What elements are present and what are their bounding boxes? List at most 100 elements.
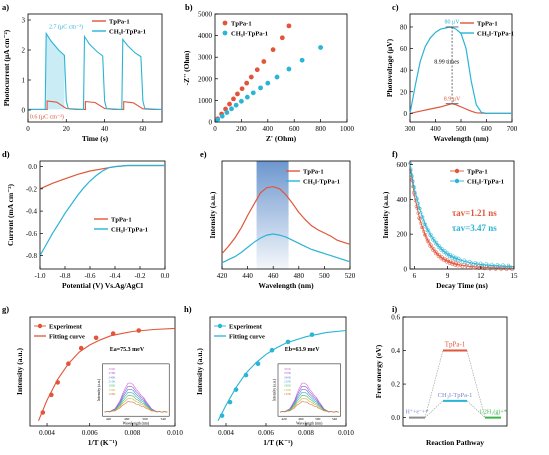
chart-a-ytick-label: 2 — [22, 47, 26, 55]
chart-f-fit-tppa — [409, 164, 515, 269]
chart-d-xtick-label: -0.2 — [134, 272, 146, 280]
chart-b-ytick-label: 5000 — [198, 11, 213, 19]
chart-b-point-ch3i — [229, 106, 234, 112]
chart-b-point-tppa — [270, 47, 276, 53]
chart-g-inset-legend-label: 240K — [109, 375, 117, 379]
chart-a-xtick-label: 20 — [63, 125, 71, 133]
chart-b-point-tppa — [227, 101, 232, 107]
chart-b-point-tppa — [261, 59, 267, 64]
chart-c-xtick-label: 700 — [507, 125, 518, 133]
chart-i-level-label: H⁺+e⁻+* — [405, 410, 428, 416]
chart-b-ytick-label: 3000 — [198, 54, 213, 62]
chart-f-xtick-label: 15 — [511, 272, 519, 280]
chart-f-point-ch3i — [438, 246, 442, 250]
chart-f-xtick-label: 6 — [413, 272, 417, 280]
chart-b-point-ch3i — [250, 90, 256, 96]
chart-b-xtick-label: 200 — [236, 125, 247, 133]
chart-e-xtick-label: 440 — [242, 272, 253, 280]
chart-f-ytick-label: 600 — [397, 161, 408, 169]
chart-h-inset-tick: 540 — [332, 417, 338, 421]
chart-g-xtick-label: 0.006 — [82, 429, 98, 437]
chart-g-experiment-point — [93, 335, 99, 341]
chart-f-xlabel: Decay Time (ns) — [436, 281, 488, 290]
chart-b-xtick-label: 0 — [213, 125, 217, 133]
chart-a-annotation: 0.6 (μC cm⁻²) — [30, 113, 64, 120]
chart-h-inset-legend-label: 150K — [284, 388, 292, 392]
chart-g-legend-label: Fitting curve — [49, 334, 85, 341]
chart-d-xlabel: Potential (V) Vs.Ag/AgCl — [62, 281, 143, 290]
chart-g-inset-legend-label: 180K — [109, 384, 117, 388]
chart-e-series-tppa — [221, 186, 351, 254]
chart-h-inset-ylabel: Intensity (a.u.) — [273, 378, 277, 401]
chart-b-xtick-label: 800 — [315, 125, 326, 133]
chart-g-experiment-point — [78, 345, 84, 351]
chart-i-ytick-label: 0.0 — [391, 414, 400, 422]
chart-i-level-label: 1/2H₂(g)+* — [479, 409, 506, 416]
chart-g-inset-legend-label: 120K — [109, 392, 117, 396]
chart-e-panel-label: e) — [200, 149, 207, 159]
chart-f-point-ch3i — [452, 256, 456, 260]
chart-b-legend-label: CH₃I-TpPa-1 — [231, 31, 268, 38]
chart-b-ytick-label: 2000 — [198, 75, 213, 83]
chart-g-inset-legend-label: 270K — [109, 371, 117, 375]
chart-c-ytick-label: 60 — [400, 45, 408, 53]
chart-c-annotation: 80 μV — [445, 20, 461, 26]
chart-h-inset-legend-label: 300K — [284, 367, 292, 371]
chart-b-point-ch3i — [239, 98, 244, 104]
chart-b-ytick-label: 0 — [209, 119, 213, 127]
chart-b-point-ch3i — [244, 94, 250, 100]
chart-b-legend-marker — [222, 30, 228, 36]
chart-h-inset-tick: 460 — [298, 417, 304, 421]
chart-a-annotation: 2.7 (μC cm⁻²) — [49, 23, 83, 30]
chart-f-fit-ch3i — [409, 164, 515, 268]
chart-d-legend-label: CH₃I-TpPa-1 — [111, 227, 148, 234]
chart-h-xtick-label: 0.004 — [218, 429, 234, 437]
chart-h-inset-tick: 420 — [281, 417, 287, 421]
chart-a-ytick-label: 0 — [22, 107, 26, 115]
chart-b-point-ch3i — [318, 45, 323, 50]
chart-i-panel-label: i) — [392, 304, 397, 314]
chart-d-series-tppa — [39, 164, 165, 190]
chart-c-series-tppa — [409, 103, 512, 115]
chart-f-legend-label: TpPa-1 — [467, 169, 488, 176]
chart-h-xtick-label: 0.006 — [258, 429, 274, 437]
chart-b-point-tppa — [286, 23, 292, 29]
chart-i-frame — [402, 316, 508, 427]
chart-e-xlabel: Wavelength (nm) — [258, 281, 314, 290]
chart-i-ytick-label: 0.2 — [391, 381, 400, 389]
chart-f-point-tppa — [444, 258, 448, 262]
chart-c-series-ch3i — [409, 26, 512, 115]
chart-h-inset-xlabel: Wavelength (nm) — [296, 422, 323, 426]
chart-f-point-tppa — [435, 252, 440, 256]
chart-h-experiment-point — [243, 372, 249, 378]
chart-h-experiment-point — [309, 332, 315, 337]
chart-a-xtick-label: 0 — [26, 125, 30, 133]
chart-b-point-tppa — [279, 35, 285, 41]
chart-e-highlight-band — [256, 161, 289, 269]
chart-b-panel-label: b) — [185, 2, 193, 12]
chart-a-ytick-label: 1 — [22, 77, 26, 85]
chart-g-experiment-point — [110, 331, 116, 336]
chart-b-legend-marker — [222, 20, 228, 26]
chart-g-legend-label: Experiment — [49, 324, 83, 331]
chart-a-frame — [27, 13, 163, 123]
chart-i-connector — [424, 400, 444, 418]
chart-b-point-ch3i — [265, 80, 271, 86]
chart-a-ytick-label: 3 — [22, 17, 26, 25]
chart-g-experiment-point — [40, 410, 46, 415]
chart-f-point-tppa — [446, 259, 451, 264]
chart-h-inset-legend-label: 180K — [284, 384, 292, 388]
chart-e-frame — [221, 160, 351, 270]
chart-h-legend-label: Fitting curve — [229, 334, 265, 341]
chart-c-legend-label: TpPa-1 — [477, 21, 498, 28]
chart-h-inset-legend-label: 210K — [284, 379, 292, 383]
chart-b-point-tppa — [244, 80, 250, 86]
chart-a-xtick-label: 60 — [139, 125, 147, 133]
chart-g-experiment-point — [55, 380, 61, 385]
chart-e-series-ch3i — [221, 233, 351, 264]
chart-f-point-ch3i — [441, 248, 445, 253]
chart-i-xlabel: Reaction Pathway — [426, 438, 484, 447]
chart-e-xtick-label: 500 — [319, 272, 330, 280]
chart-f-legend-marker — [454, 168, 460, 174]
chart-b-point-ch3i — [274, 74, 280, 80]
